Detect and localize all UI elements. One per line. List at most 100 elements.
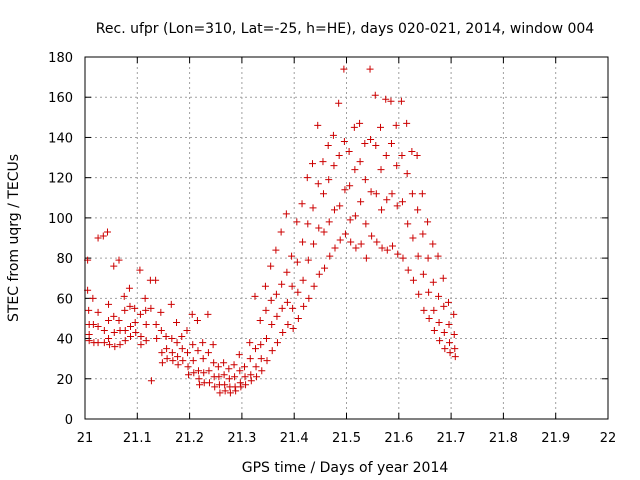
data-point — [185, 371, 193, 379]
data-point — [246, 355, 254, 363]
data-point — [105, 316, 113, 324]
data-point — [335, 152, 343, 160]
data-point — [241, 373, 249, 381]
data-point — [85, 331, 93, 339]
data-point — [127, 322, 135, 330]
data-point — [189, 357, 197, 365]
data-point — [120, 292, 128, 300]
data-point — [225, 365, 233, 373]
data-point — [204, 310, 212, 318]
data-point — [436, 337, 444, 345]
data-point — [382, 152, 390, 160]
data-point — [277, 228, 285, 236]
data-point — [399, 254, 407, 262]
data-point — [215, 373, 223, 381]
data-point — [100, 339, 108, 347]
data-point — [173, 318, 181, 326]
data-point — [451, 345, 459, 353]
data-point — [367, 135, 375, 143]
data-point — [147, 377, 155, 385]
data-point — [398, 152, 406, 160]
data-point — [371, 91, 379, 99]
data-point — [425, 314, 433, 322]
data-point — [225, 375, 233, 383]
data-point — [403, 170, 411, 178]
data-point — [378, 206, 386, 214]
data-point — [121, 306, 129, 314]
data-point — [221, 381, 229, 389]
data-point — [351, 166, 359, 174]
data-point — [200, 369, 208, 377]
data-point — [174, 353, 182, 361]
y-tick-label: 140 — [48, 131, 73, 146]
data-point — [419, 230, 427, 238]
data-point — [321, 264, 329, 272]
data-point — [110, 262, 118, 270]
data-point — [157, 327, 165, 335]
data-point — [368, 232, 376, 240]
x-tick-label: 21.8 — [489, 431, 518, 446]
data-point — [320, 228, 328, 236]
data-point — [289, 304, 297, 312]
data-point — [168, 335, 176, 343]
data-point — [372, 141, 380, 149]
data-point — [236, 367, 244, 375]
data-point — [272, 290, 280, 298]
data-point — [315, 224, 323, 232]
data-point — [141, 294, 149, 302]
data-point — [163, 345, 171, 353]
data-point — [183, 327, 191, 335]
data-point — [314, 180, 322, 188]
data-point — [309, 160, 317, 168]
data-point — [288, 252, 296, 260]
data-point — [446, 349, 454, 357]
data-point — [116, 341, 124, 349]
data-point — [136, 266, 144, 274]
data-point — [434, 252, 442, 260]
data-point — [235, 351, 243, 359]
y-tick-label: 60 — [56, 292, 73, 307]
data-point — [246, 339, 254, 347]
data-point — [242, 381, 250, 389]
data-point — [193, 316, 201, 324]
data-point — [446, 339, 454, 347]
data-point — [356, 119, 364, 127]
data-point — [403, 119, 411, 127]
data-point — [309, 204, 317, 212]
data-point — [341, 186, 349, 194]
data-point — [408, 190, 416, 198]
data-point — [335, 99, 343, 107]
data-point — [195, 375, 203, 383]
x-tick-label: 21.7 — [437, 431, 466, 446]
data-point — [392, 121, 400, 129]
data-point — [205, 367, 213, 375]
data-point — [324, 141, 332, 149]
data-point — [152, 276, 160, 284]
y-tick-label: 100 — [48, 212, 73, 227]
data-point — [267, 262, 275, 270]
data-point — [377, 166, 385, 174]
data-point — [347, 238, 355, 246]
data-point — [121, 337, 129, 345]
data-point — [194, 367, 202, 375]
data-point — [268, 347, 276, 355]
data-point — [220, 359, 228, 367]
data-point — [158, 349, 166, 357]
data-point — [340, 137, 348, 145]
data-point — [450, 310, 458, 318]
data-point — [85, 337, 93, 345]
data-point — [131, 304, 139, 312]
data-point — [257, 341, 265, 349]
grid-lines — [85, 57, 608, 419]
data-point — [126, 302, 134, 310]
data-point — [167, 300, 175, 308]
data-point — [237, 383, 245, 391]
data-point — [241, 363, 249, 371]
data-point — [278, 280, 286, 288]
x-tick-label: 21.6 — [384, 431, 413, 446]
data-point — [294, 314, 302, 322]
data-point — [89, 320, 97, 328]
data-point — [350, 123, 358, 131]
data-point — [142, 337, 150, 345]
data-point — [211, 383, 219, 391]
